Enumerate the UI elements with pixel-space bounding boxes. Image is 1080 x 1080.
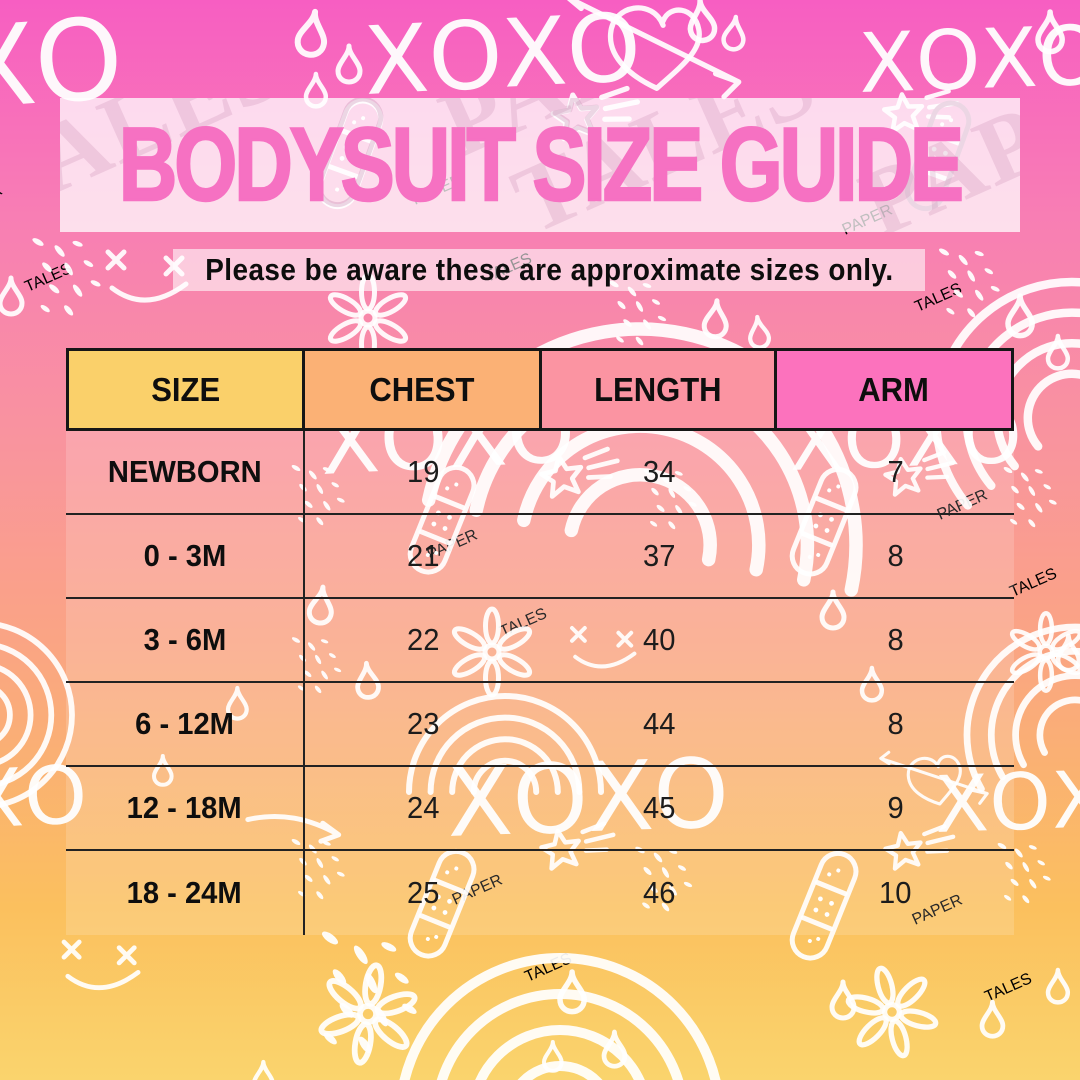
svg-text:TALES: TALES	[1007, 565, 1059, 601]
table-row: 0 - 3M 21 37 8	[66, 515, 1014, 599]
length-cell: 45	[643, 790, 676, 825]
size-table-body: NEWBORN 19 34 7 0 - 3M 21 37 8 3 - 6M 22 40 8 6 - 12…	[66, 431, 1014, 935]
size-table-header: SIZE CHEST LENGTH ARM	[66, 348, 1014, 431]
table-row: 3 - 6M 22 40 8	[66, 599, 1014, 683]
size-cell: NEWBORN	[66, 431, 305, 513]
heart-arrow-doodle	[569, 0, 739, 97]
size-cell: 6 - 12M	[66, 683, 305, 765]
size-cell: 0 - 3M	[66, 515, 305, 597]
column-header-length: LENGTH	[542, 348, 777, 431]
chest-cell: 21	[407, 538, 440, 573]
svg-text:PAPER: PAPER	[0, 182, 5, 219]
length-cell: 37	[643, 538, 676, 573]
length-cell: 40	[643, 622, 676, 657]
length-cell: 46	[643, 875, 676, 910]
arm-cell: 8	[887, 538, 904, 573]
arm-cell: 7	[887, 454, 904, 489]
svg-text:TALES: TALES	[522, 950, 574, 986]
xoxo-doodle: XOXO	[857, 8, 1080, 112]
table-row: 12 - 18M 24 45 9	[66, 767, 1014, 851]
svg-text:TALES: TALES	[982, 970, 1034, 1006]
length-cell: 34	[643, 454, 676, 489]
page-title: BODYSUIT SIZE GUIDE	[118, 106, 965, 225]
arm-cell: 9	[887, 790, 904, 825]
svg-text:TALES: TALES	[22, 260, 74, 296]
table-row: NEWBORN 19 34 7	[66, 431, 1014, 515]
size-cell: 18 - 24M	[66, 851, 305, 935]
size-cell: 3 - 6M	[66, 599, 305, 681]
chest-cell: 25	[407, 875, 440, 910]
table-row: 6 - 12M 23 44 8	[66, 683, 1014, 767]
arm-cell: 8	[887, 622, 904, 657]
chest-cell: 23	[407, 706, 440, 741]
table-row: 18 - 24M 25 46 10	[66, 851, 1014, 935]
column-header-arm: ARM	[777, 348, 1014, 431]
chest-cell: 24	[407, 790, 440, 825]
chest-cell: 22	[407, 622, 440, 657]
column-header-chest: CHEST	[305, 348, 542, 431]
arm-cell: 8	[887, 706, 904, 741]
subtitle-text: Please be aware these are approximate si…	[204, 252, 894, 287]
size-cell: 12 - 18M	[66, 767, 305, 849]
length-cell: 44	[643, 706, 676, 741]
chest-cell: 19	[407, 454, 440, 489]
column-header-size: SIZE	[66, 348, 305, 431]
subtitle-strip: Please be aware these are approximate si…	[173, 249, 925, 291]
arm-cell: 10	[879, 875, 912, 910]
